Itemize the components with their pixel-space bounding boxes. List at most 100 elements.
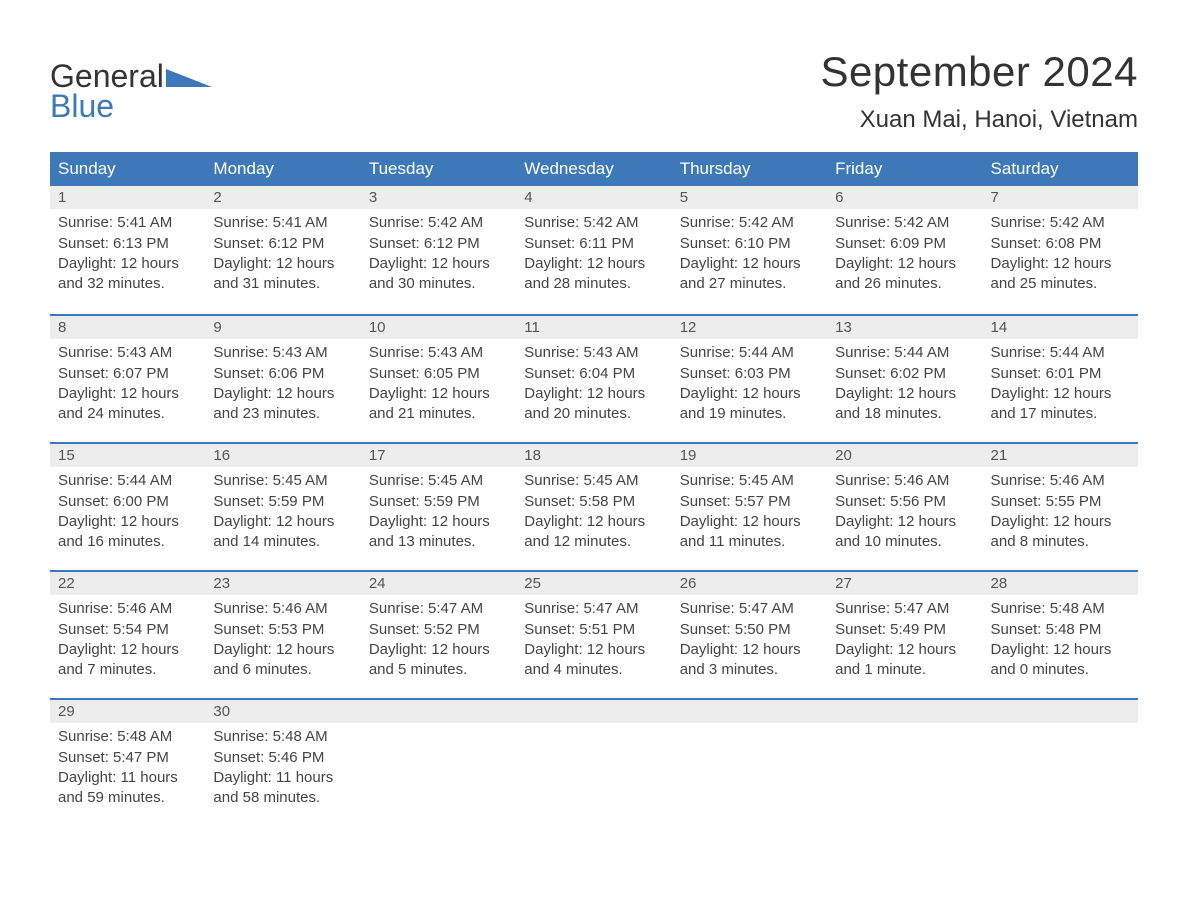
sunrise-line: Sunrise: 5:42 AM [369,213,508,233]
day-number: 28 [983,572,1138,595]
sunset-line: Sunset: 5:48 PM [991,620,1130,640]
daylight-line: Daylight: 12 hours and 20 minutes. [524,384,663,425]
sunrise-line: Sunrise: 5:47 AM [680,599,819,619]
sunset-line: Sunset: 6:12 PM [213,234,352,254]
daylight-line: Daylight: 12 hours and 32 minutes. [58,254,197,295]
day-info: Sunrise: 5:41 AMSunset: 6:13 PMDaylight:… [58,213,197,294]
day-number: 20 [827,444,982,467]
sunrise-line: Sunrise: 5:43 AM [213,343,352,363]
sunrise-line: Sunrise: 5:47 AM [369,599,508,619]
day-info: Sunrise: 5:48 AMSunset: 5:48 PMDaylight:… [991,599,1130,680]
week-row: 8Sunrise: 5:43 AMSunset: 6:07 PMDaylight… [50,314,1138,442]
day-cell: 4Sunrise: 5:42 AMSunset: 6:11 PMDaylight… [516,186,671,314]
sunset-line: Sunset: 5:47 PM [58,748,197,768]
daylight-line: Daylight: 12 hours and 24 minutes. [58,384,197,425]
day-cell: 16Sunrise: 5:45 AMSunset: 5:59 PMDayligh… [205,444,360,570]
day-cell [827,700,982,826]
day-info: Sunrise: 5:44 AMSunset: 6:02 PMDaylight:… [835,343,974,424]
sunset-line: Sunset: 5:56 PM [835,492,974,512]
day-number: 21 [983,444,1138,467]
day-cell [516,700,671,826]
sunset-line: Sunset: 6:05 PM [369,364,508,384]
daylight-line: Daylight: 12 hours and 28 minutes. [524,254,663,295]
day-number: 4 [516,186,671,209]
day-cell: 3Sunrise: 5:42 AMSunset: 6:12 PMDaylight… [361,186,516,314]
day-info: Sunrise: 5:43 AMSunset: 6:05 PMDaylight:… [369,343,508,424]
day-info: Sunrise: 5:46 AMSunset: 5:55 PMDaylight:… [991,471,1130,552]
sunset-line: Sunset: 6:10 PM [680,234,819,254]
day-info: Sunrise: 5:42 AMSunset: 6:09 PMDaylight:… [835,213,974,294]
day-info: Sunrise: 5:48 AMSunset: 5:46 PMDaylight:… [213,727,352,808]
weeks-container: 1Sunrise: 5:41 AMSunset: 6:13 PMDaylight… [50,186,1138,826]
daylight-line: Daylight: 11 hours and 58 minutes. [213,768,352,809]
day-cell: 30Sunrise: 5:48 AMSunset: 5:46 PMDayligh… [205,700,360,826]
day-info: Sunrise: 5:48 AMSunset: 5:47 PMDaylight:… [58,727,197,808]
sunset-line: Sunset: 6:03 PM [680,364,819,384]
day-number: 9 [205,316,360,339]
sunset-line: Sunset: 5:55 PM [991,492,1130,512]
sunrise-line: Sunrise: 5:42 AM [835,213,974,233]
sunset-line: Sunset: 6:06 PM [213,364,352,384]
day-cell: 26Sunrise: 5:47 AMSunset: 5:50 PMDayligh… [672,572,827,698]
logo: General Blue [50,48,212,122]
dow-sunday: Sunday [50,152,205,186]
day-cell: 28 Sunrise: 5:48 AMSunset: 5:48 PMDayligh… [983,572,1138,698]
day-cell: 8Sunrise: 5:43 AMSunset: 6:07 PMDaylight… [50,316,205,442]
day-cell [983,700,1138,826]
day-number-empty [361,700,516,723]
sunrise-line: Sunrise: 5:46 AM [58,599,197,619]
sunset-line: Sunset: 6:02 PM [835,364,974,384]
header-block: General Blue September 2024 Xuan Mai, Ha… [50,48,1138,134]
day-info: Sunrise: 5:44 AMSunset: 6:00 PMDaylight:… [58,471,197,552]
sunset-line: Sunset: 5:57 PM [680,492,819,512]
day-number: 7 [983,186,1138,209]
day-cell: 21 Sunrise: 5:46 AMSunset: 5:55 PMDayligh… [983,444,1138,570]
daylight-line: Daylight: 12 hours and 10 minutes. [835,512,974,553]
daylight-line: Daylight: 12 hours and 1 minute. [835,640,974,681]
day-number: 11 [516,316,671,339]
title-block: September 2024 Xuan Mai, Hanoi, Vietnam [820,48,1138,134]
day-cell: 7Sunrise: 5:42 AMSunset: 6:08 PMDaylight… [983,186,1138,314]
day-cell: 20 Sunrise: 5:46 AMSunset: 5:56 PMDayligh… [827,444,982,570]
day-cell: 14Sunrise: 5:44 AMSunset: 6:01 PMDayligh… [983,316,1138,442]
day-number: 5 [672,186,827,209]
sunset-line: Sunset: 5:46 PM [213,748,352,768]
day-info: Sunrise: 5:43 AMSunset: 6:07 PMDaylight:… [58,343,197,424]
day-info: Sunrise: 5:46 AMSunset: 5:53 PMDaylight:… [213,599,352,680]
day-info: Sunrise: 5:47 AMSunset: 5:49 PMDaylight:… [835,599,974,680]
week-row: 22Sunrise: 5:46 AMSunset: 5:54 PMDayligh… [50,570,1138,698]
day-number: 12 [672,316,827,339]
daylight-line: Daylight: 12 hours and 25 minutes. [991,254,1130,295]
day-info: Sunrise: 5:44 AMSunset: 6:01 PMDaylight:… [991,343,1130,424]
sunrise-line: Sunrise: 5:43 AM [369,343,508,363]
sunset-line: Sunset: 6:09 PM [835,234,974,254]
day-cell [361,700,516,826]
day-info: Sunrise: 5:46 AMSunset: 5:56 PMDaylight:… [835,471,974,552]
day-number-empty [983,700,1138,723]
sunset-line: Sunset: 5:52 PM [369,620,508,640]
day-cell: 25Sunrise: 5:47 AMSunset: 5:51 PMDayligh… [516,572,671,698]
month-title: September 2024 [820,48,1138,96]
week-row: 15Sunrise: 5:44 AMSunset: 6:00 PMDayligh… [50,442,1138,570]
day-number: 3 [361,186,516,209]
daylight-line: Daylight: 12 hours and 5 minutes. [369,640,508,681]
sunrise-line: Sunrise: 5:43 AM [58,343,197,363]
day-number: 17 [361,444,516,467]
sunrise-line: Sunrise: 5:47 AM [524,599,663,619]
day-cell: 23Sunrise: 5:46 AMSunset: 5:53 PMDayligh… [205,572,360,698]
daylight-line: Daylight: 12 hours and 3 minutes. [680,640,819,681]
day-info: Sunrise: 5:41 AMSunset: 6:12 PMDaylight:… [213,213,352,294]
day-cell: 6 Sunrise: 5:42 AMSunset: 6:09 PMDaylight… [827,186,982,314]
dow-friday: Friday [827,152,982,186]
sunset-line: Sunset: 5:50 PM [680,620,819,640]
dow-monday: Monday [205,152,360,186]
daylight-line: Daylight: 12 hours and 21 minutes. [369,384,508,425]
day-info: Sunrise: 5:47 AMSunset: 5:52 PMDaylight:… [369,599,508,680]
daylight-line: Daylight: 12 hours and 14 minutes. [213,512,352,553]
logo-flag-icon [166,60,212,92]
sunset-line: Sunset: 5:49 PM [835,620,974,640]
day-number: 6 [827,186,982,209]
day-number: 2 [205,186,360,209]
week-row: 1Sunrise: 5:41 AMSunset: 6:13 PMDaylight… [50,186,1138,314]
day-number: 10 [361,316,516,339]
